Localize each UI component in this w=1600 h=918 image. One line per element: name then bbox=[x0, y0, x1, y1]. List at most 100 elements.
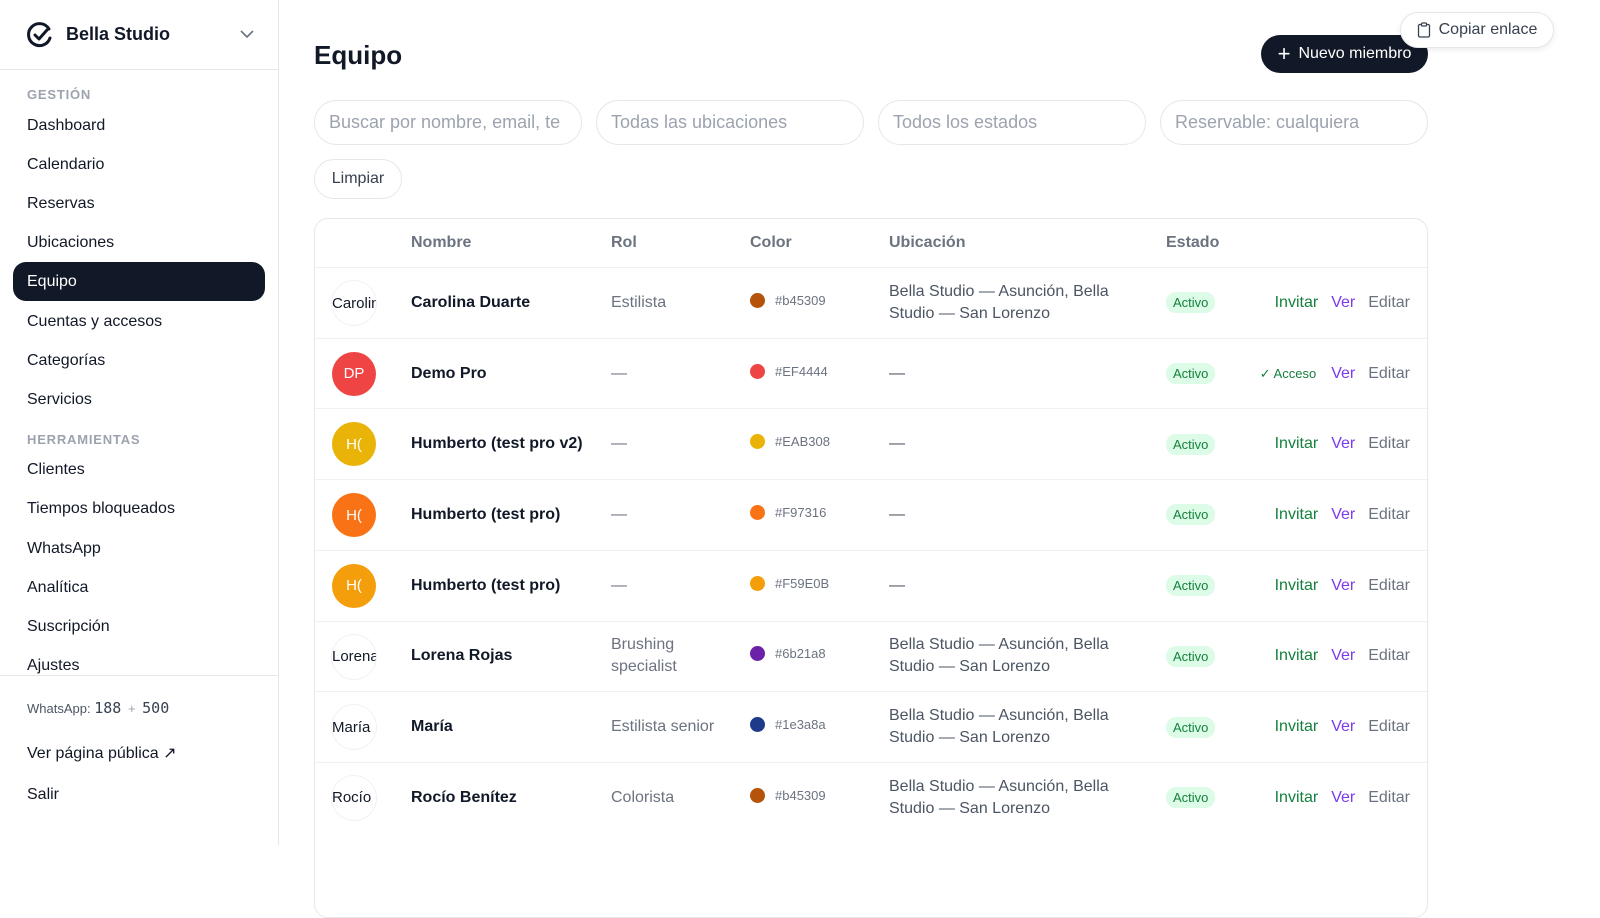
public-link[interactable]: Ver página pública ↗ bbox=[27, 745, 177, 762]
row-action[interactable]: Invitar bbox=[1274, 576, 1319, 594]
status-cell: Activo bbox=[1166, 339, 1216, 409]
filter-field[interactable]: Reservable: cualquiera bbox=[1160, 100, 1428, 145]
whatsapp-plus: + bbox=[127, 701, 136, 716]
table-row: H(Humberto (test pro) — #F59E0B — Activo Invi… bbox=[315, 549, 1427, 621]
color-dot bbox=[750, 787, 765, 803]
status-badge: Activo bbox=[1166, 504, 1216, 526]
status-badge: Activo bbox=[1166, 716, 1216, 738]
copy-link-button[interactable]: Copiar enlace bbox=[1400, 12, 1554, 48]
nav-item[interactable]: Ajustes bbox=[27, 657, 80, 675]
logout[interactable]: Salir bbox=[27, 786, 60, 803]
filter-field[interactable]: Todas las ubicaciones bbox=[596, 100, 864, 145]
nav-item[interactable]: Clientes bbox=[27, 461, 85, 479]
new-member-button[interactable]: + Nuevo miembro bbox=[1261, 35, 1428, 73]
whatsapp-quota: WhatsApp: 188 + 500 bbox=[27, 699, 169, 717]
nav-item[interactable]: Cuentas y accesos bbox=[27, 312, 163, 330]
row-action[interactable]: Editar bbox=[1368, 718, 1410, 736]
row-action[interactable]: Editar bbox=[1368, 293, 1410, 311]
nav-item[interactable]: Ubicaciones bbox=[27, 234, 115, 252]
nav-item[interactable]: Suscripción bbox=[27, 617, 110, 635]
row-action[interactable]: Editar bbox=[1368, 647, 1410, 665]
color-cell: #EF4444 bbox=[750, 339, 828, 409]
member-name: Rocío Benítez bbox=[411, 788, 517, 806]
clear-button[interactable]: Limpiar bbox=[314, 159, 402, 199]
member-location: Bella Studio — Asunción, Bella Studio — … bbox=[889, 636, 1109, 676]
row-action[interactable]: Editar bbox=[1368, 576, 1410, 594]
row-action[interactable]: Invitar bbox=[1274, 293, 1319, 311]
nav-item[interactable]: Calendario bbox=[27, 155, 105, 173]
row-action[interactable]: ✓ Acceso bbox=[1259, 365, 1317, 381]
color-dot bbox=[750, 575, 765, 591]
filter-field[interactable]: Todos los estados bbox=[878, 100, 1146, 145]
whatsapp-extra: 500 bbox=[142, 699, 170, 717]
member-role: Colorista bbox=[611, 788, 675, 806]
color-cell: #EAB308 bbox=[750, 409, 830, 479]
status-cell: Activo bbox=[1166, 268, 1216, 338]
row-action[interactable]: Ver bbox=[1331, 647, 1356, 665]
row-action[interactable]: Invitar bbox=[1274, 505, 1319, 523]
filter-field[interactable]: Buscar por nombre, email, te bbox=[314, 100, 582, 145]
avatar: María bbox=[332, 705, 376, 750]
color-dot bbox=[750, 717, 765, 733]
member-location: — bbox=[889, 505, 905, 523]
row-action[interactable]: Ver bbox=[1331, 364, 1356, 382]
status-badge: Activo bbox=[1166, 433, 1216, 455]
color-dot bbox=[750, 504, 765, 520]
new-member-label: Nuevo miembro bbox=[1298, 45, 1412, 62]
row-action[interactable]: Invitar bbox=[1274, 718, 1319, 736]
row-action[interactable]: Invitar bbox=[1274, 435, 1319, 453]
member-location: — bbox=[889, 364, 905, 382]
row-action[interactable]: Invitar bbox=[1274, 647, 1319, 665]
nav-item[interactable]: WhatsApp bbox=[27, 539, 101, 557]
column-header: Nombre bbox=[411, 234, 472, 251]
avatar: Carolina Duarte bbox=[332, 281, 376, 325]
row-action[interactable]: Editar bbox=[1368, 505, 1410, 523]
member-location: Bella Studio — Asunción, Bella Studio — … bbox=[889, 777, 1109, 817]
color-cell: #1e3a8a bbox=[750, 692, 826, 762]
table-row: Rocío Benítez Rocío Benítez Colorista #b453… bbox=[315, 761, 1427, 833]
nav: GESTIÓN Dashboard Calendario Reservas Ubicac… bbox=[0, 70, 278, 676]
row-action[interactable]: Editar bbox=[1368, 788, 1410, 806]
whatsapp-used: 188 bbox=[94, 699, 122, 717]
color-code: #b45309 bbox=[775, 787, 826, 803]
member-name: Humberto (test pro) bbox=[411, 576, 561, 594]
nav-item[interactable]: Servicios bbox=[27, 390, 92, 408]
column-header: Color bbox=[750, 234, 792, 251]
nav-item[interactable]: Categorías bbox=[27, 351, 106, 369]
color-dot bbox=[750, 434, 765, 450]
sidebar: Bella Studio GESTIÓN Dashboard Calendario R… bbox=[0, 0, 279, 845]
team-table: Nombre Rol Color Ubicación Estado Carolina Du… bbox=[314, 218, 1428, 918]
row-action[interactable]: Ver bbox=[1331, 505, 1356, 523]
brand-chevron bbox=[240, 30, 254, 39]
actions: Invitar Ver Editar bbox=[1275, 268, 1410, 338]
member-name: Humberto (test pro v2) bbox=[411, 435, 583, 453]
status-badge: Activo bbox=[1166, 787, 1216, 809]
nav-item[interactable]: Tiempos bloqueados bbox=[27, 500, 175, 518]
nav-item[interactable]: Reservas bbox=[27, 194, 95, 212]
avatar: H( bbox=[332, 493, 376, 538]
member-role: — bbox=[611, 505, 627, 523]
row-action[interactable]: Ver bbox=[1331, 435, 1356, 453]
row-action[interactable]: Ver bbox=[1331, 293, 1356, 311]
row-action[interactable]: Editar bbox=[1368, 364, 1410, 382]
whatsapp-label: WhatsApp: bbox=[27, 701, 91, 716]
row-action[interactable]: Ver bbox=[1331, 788, 1356, 806]
brand-bar[interactable]: Bella Studio bbox=[0, 0, 278, 70]
status-badge: Activo bbox=[1166, 645, 1216, 667]
nav-item[interactable]: Equipo bbox=[13, 262, 265, 302]
member-role: — bbox=[611, 364, 627, 382]
row-action[interactable]: Ver bbox=[1331, 576, 1356, 594]
nav-item[interactable]: Dashboard bbox=[27, 116, 106, 134]
color-code: #b45309 bbox=[775, 292, 826, 308]
row-action[interactable]: Editar bbox=[1368, 435, 1410, 453]
member-name: María bbox=[411, 718, 453, 736]
color-code: #F97316 bbox=[775, 504, 827, 520]
row-action[interactable]: Invitar bbox=[1274, 788, 1319, 806]
color-dot bbox=[750, 292, 765, 308]
nav-item[interactable]: Analítica bbox=[27, 578, 89, 596]
member-role: Estilista senior bbox=[611, 718, 715, 736]
member-location: Bella Studio — Asunción, Bella Studio — … bbox=[889, 707, 1109, 747]
table-row: María María Estilista senior #1e3a8a Bella S… bbox=[315, 691, 1427, 762]
avatar: Lorena Rojas bbox=[332, 634, 376, 679]
row-action[interactable]: Ver bbox=[1331, 718, 1356, 736]
